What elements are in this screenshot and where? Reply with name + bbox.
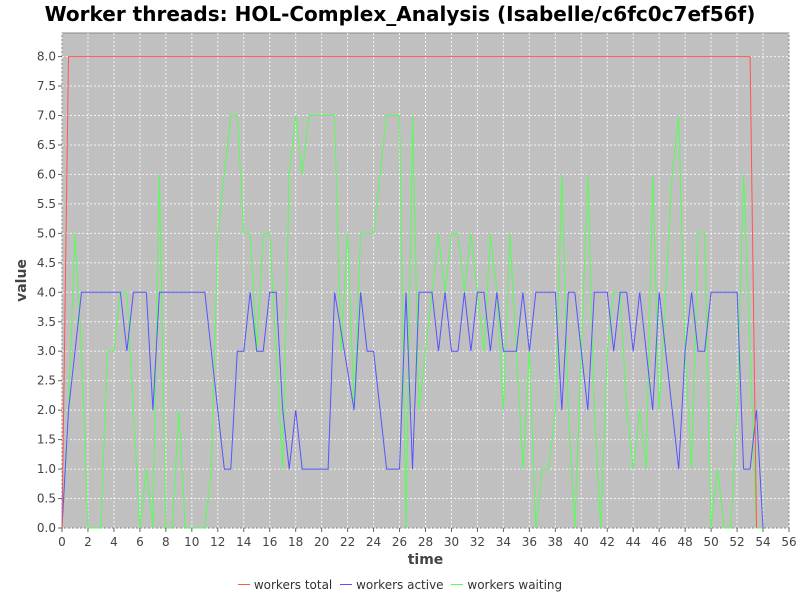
- y-axis: 0.0 0.5 1.0 1.5 2.0 2.5 3.0 3.5 4.0 4.5 5.0 5.5 6.0 6…: [37, 50, 62, 535]
- x-tick-label: 42: [600, 535, 615, 549]
- x-tick-label: 10: [184, 535, 199, 549]
- legend-swatch-active: [340, 584, 353, 585]
- y-tick-label: 7.0: [37, 109, 56, 123]
- y-tick-label: 5.5: [37, 197, 56, 211]
- y-tick-label: 3.5: [37, 315, 56, 329]
- x-tick-label: 18: [288, 535, 303, 549]
- x-tick-label: 0: [58, 535, 66, 549]
- series-line-workers-active: [61, 291, 764, 529]
- y-tick-label: 8.0: [37, 50, 56, 64]
- x-tick-label: 50: [703, 535, 718, 549]
- x-tick-label: 12: [210, 535, 225, 549]
- gridlines: [61, 33, 790, 529]
- y-tick-label: 2.0: [37, 403, 56, 417]
- x-tick-label: 16: [262, 535, 277, 549]
- y-tick-label: 6.0: [37, 167, 56, 181]
- x-tick-label: 44: [626, 535, 641, 549]
- y-tick-label: 1.5: [37, 433, 56, 447]
- x-tick-label: 30: [444, 535, 459, 549]
- x-tick-label: 4: [110, 535, 118, 549]
- legend-item-workers-waiting: workers waiting: [451, 578, 562, 592]
- y-tick-label: 4.0: [37, 285, 56, 299]
- y-tick-label: 3.0: [37, 344, 56, 358]
- x-tick-label: 22: [340, 535, 355, 549]
- x-axis: 0 2 4 6 8 10 12 14 16 18 20 22 24 26 28 30 32 34 36 38 40 42 4…: [58, 528, 797, 549]
- y-tick-label: 5.0: [37, 226, 56, 240]
- legend-label-active: workers active: [356, 578, 444, 592]
- legend-item-workers-active: workers active: [340, 578, 444, 592]
- y-tick-label: 2.5: [37, 374, 56, 388]
- x-tick-label: 2: [84, 535, 92, 549]
- chart-title: Worker threads: HOL-Complex_Analysis (Is…: [44, 2, 756, 26]
- x-tick-label: 54: [755, 535, 770, 549]
- x-tick-label: 24: [366, 535, 381, 549]
- series-layer: [61, 56, 764, 529]
- series-line-workers-total: [61, 56, 757, 529]
- x-tick-label: 48: [678, 535, 693, 549]
- legend: workers total workers active workers wai…: [0, 578, 800, 592]
- legend-label-waiting: workers waiting: [467, 578, 563, 592]
- y-tick-label: 0.0: [37, 521, 56, 535]
- y-tick-label: 4.5: [37, 256, 56, 270]
- x-tick-label: 14: [236, 535, 251, 549]
- x-tick-label: 20: [314, 535, 329, 549]
- x-tick-label: 32: [470, 535, 485, 549]
- x-tick-label: 38: [548, 535, 563, 549]
- y-axis-label: value: [14, 259, 30, 302]
- x-tick-label: 36: [522, 535, 537, 549]
- x-tick-label: 28: [418, 535, 433, 549]
- x-tick-label: 56: [781, 535, 796, 549]
- x-tick-label: 40: [574, 535, 589, 549]
- x-tick-label: 6: [136, 535, 144, 549]
- legend-item-workers-total: workers total: [237, 578, 333, 592]
- x-tick-label: 52: [729, 535, 744, 549]
- y-tick-label: 1.0: [37, 462, 56, 476]
- legend-swatch-total: [237, 584, 250, 585]
- x-tick-label: 46: [652, 535, 667, 549]
- x-tick-label: 26: [392, 535, 407, 549]
- x-tick-label: 34: [496, 535, 511, 549]
- y-tick-label: 6.5: [37, 138, 56, 152]
- x-tick-label: 8: [162, 535, 170, 549]
- legend-label-total: workers total: [253, 578, 333, 592]
- x-axis-label: time: [408, 552, 444, 568]
- y-tick-label: 0.5: [37, 492, 56, 506]
- legend-swatch-waiting: [451, 584, 464, 585]
- y-tick-label: 7.5: [37, 79, 56, 93]
